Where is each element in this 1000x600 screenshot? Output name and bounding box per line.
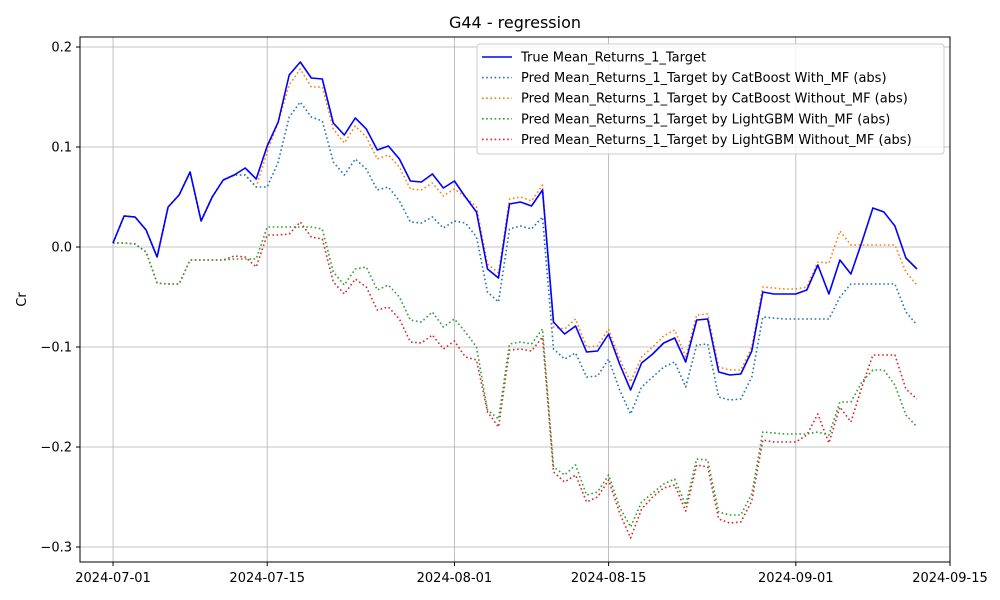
tick-layer: 2024-07-01 2024-07-15 2024-08-01 2024-08-15…: [40, 41, 987, 587]
legend-label: Pred Mean_Returns_1_Target by LightGBM W…: [521, 112, 890, 127]
x-tick-label: 2024-07-15: [229, 571, 305, 586]
y-axis-label: Cr: [15, 292, 30, 307]
y-tick-label: 0.1: [51, 141, 72, 156]
series-line-3: [113, 226, 918, 528]
x-tick-label: 2024-09-15: [912, 571, 988, 586]
legend-label: Pred Mean_Returns_1_Target by CatBoost W…: [521, 92, 908, 107]
chart-title: G44 - regression: [449, 13, 581, 32]
y-tick-label: −0.2: [40, 441, 72, 456]
x-tick-label: 2024-09-01: [758, 571, 834, 586]
legend-label: Pred Mean_Returns_1_Target by CatBoost W…: [521, 71, 887, 86]
y-tick-label: 0.0: [51, 241, 72, 256]
x-tick-label: 2024-07-01: [75, 571, 151, 586]
y-tick-label: 0.2: [51, 41, 72, 56]
legend-label: True Mean_Returns_1_Target: [520, 51, 706, 66]
legend-label: Pred Mean_Returns_1_Target by LightGBM W…: [521, 133, 912, 148]
legend: True Mean_Returns_1_Target Pred Mean_Retu…: [476, 43, 945, 155]
y-tick-label: −0.1: [40, 341, 72, 356]
plot-frame: [79, 36, 951, 563]
series-layer: [112, 61, 918, 539]
series-line-0: [112, 61, 918, 391]
x-tick-label: 2024-08-15: [571, 571, 647, 586]
legend-box: [476, 43, 945, 155]
x-tick-label: 2024-08-01: [417, 571, 493, 586]
y-tick-label: −0.3: [40, 541, 72, 556]
